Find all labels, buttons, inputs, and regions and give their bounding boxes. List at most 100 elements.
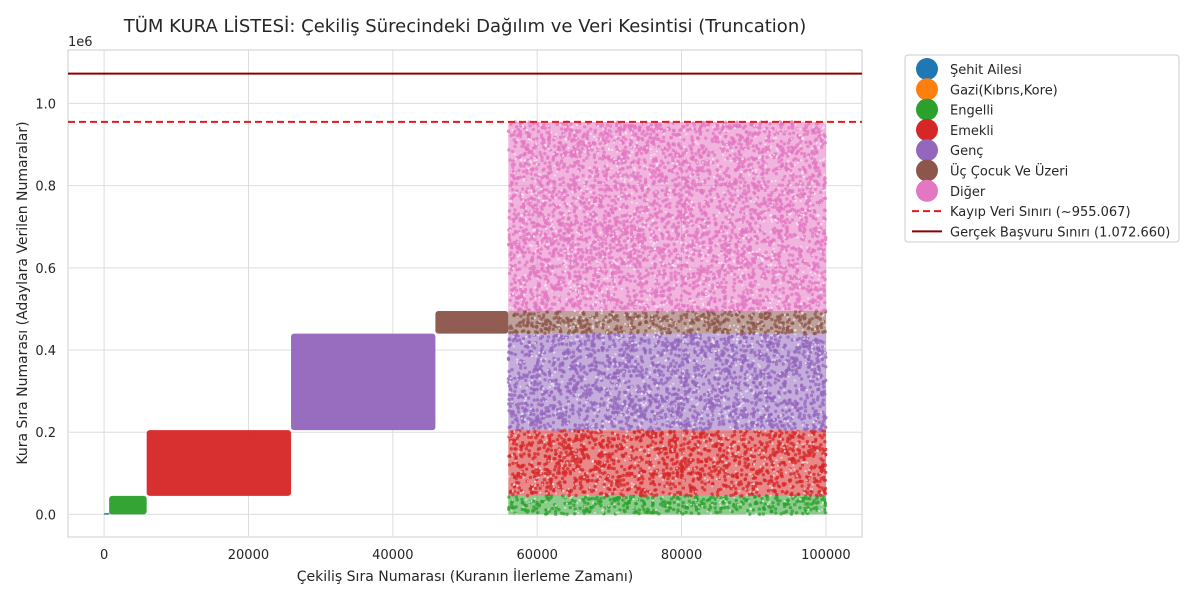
- data-point: [757, 418, 760, 421]
- data-point: [761, 358, 764, 361]
- data-point-gap: [759, 412, 761, 414]
- data-point-gap: [575, 456, 577, 458]
- data-point: [814, 332, 817, 335]
- data-point: [692, 428, 695, 431]
- data-point-gap: [523, 361, 525, 363]
- data-point-gap: [671, 448, 673, 450]
- data-point: [600, 388, 603, 391]
- data-point-gap: [755, 332, 757, 334]
- data-point: [590, 344, 593, 347]
- data-point: [576, 335, 579, 338]
- data-point: [807, 414, 810, 417]
- data-point: [619, 475, 622, 478]
- data-point: [717, 382, 720, 385]
- data-point-gap: [761, 378, 763, 380]
- data-point: [709, 400, 712, 403]
- data-point: [667, 328, 670, 331]
- data-point-gap: [737, 330, 739, 332]
- data-point-gap: [750, 375, 752, 377]
- data-point: [689, 340, 692, 343]
- data-point: [805, 475, 808, 478]
- data-point-gap: [614, 433, 616, 435]
- data-point-gap: [722, 434, 724, 436]
- data-point: [525, 467, 528, 470]
- data-point: [649, 482, 652, 485]
- data-point-gap: [807, 509, 809, 511]
- data-point-gap: [519, 386, 521, 388]
- data-point: [790, 330, 793, 333]
- data-point-gap: [751, 393, 753, 395]
- data-point: [511, 462, 514, 465]
- data-point: [817, 413, 820, 416]
- data-point: [758, 513, 761, 516]
- data-point-gap: [572, 449, 574, 451]
- data-point-gap: [666, 422, 668, 424]
- data-point: [716, 494, 719, 497]
- data-point: [791, 369, 794, 372]
- data-point: [794, 384, 797, 387]
- data-point: [622, 435, 625, 438]
- data-point: [565, 317, 568, 320]
- data-point-gap: [778, 396, 780, 398]
- data-point-gap: [698, 449, 700, 451]
- data-point: [743, 464, 746, 467]
- data-point: [584, 340, 587, 343]
- data-point: [725, 406, 728, 409]
- data-point-gap: [698, 416, 700, 418]
- data-point-gap: [695, 491, 697, 493]
- data-point: [546, 339, 549, 342]
- data-point-gap: [555, 492, 557, 494]
- data-point: [556, 482, 559, 485]
- data-point-gap: [762, 500, 764, 502]
- data-point: [681, 512, 684, 515]
- data-point: [649, 511, 652, 514]
- data-point: [685, 432, 688, 435]
- data-point: [706, 413, 709, 416]
- data-point: [752, 407, 755, 410]
- data-point: [749, 351, 752, 354]
- data-point-gap: [616, 374, 618, 376]
- data-point: [594, 443, 597, 446]
- data-point: [551, 363, 554, 366]
- data-point: [651, 410, 654, 413]
- data-point: [814, 312, 817, 315]
- data-point-gap: [695, 404, 697, 406]
- data-point-gap: [604, 451, 606, 453]
- data-point-gap: [564, 496, 566, 498]
- data-point: [766, 334, 769, 337]
- data-point: [783, 503, 786, 506]
- data-point: [750, 421, 753, 424]
- data-point: [543, 463, 546, 466]
- data-point: [587, 338, 590, 341]
- data-point: [623, 365, 626, 368]
- data-point-gap: [707, 404, 709, 406]
- data-point: [791, 435, 794, 438]
- data-point: [581, 437, 584, 440]
- data-point-gap: [705, 445, 707, 447]
- data-point: [723, 475, 726, 478]
- data-point-gap: [763, 463, 765, 465]
- data-point: [691, 414, 694, 417]
- data-point: [636, 329, 639, 332]
- data-point-gap: [716, 370, 718, 372]
- data-point: [672, 420, 675, 423]
- data-point-gap: [695, 499, 697, 501]
- data-point-gap: [523, 476, 525, 478]
- data-point: [764, 446, 767, 449]
- data-point-gap: [710, 414, 712, 416]
- data-point: [801, 353, 804, 356]
- data-point: [707, 456, 710, 459]
- data-point: [643, 397, 646, 400]
- data-point-gap: [595, 483, 597, 485]
- data-point: [586, 415, 589, 418]
- data-point-gap: [811, 434, 813, 436]
- data-point: [521, 330, 524, 333]
- data-point: [520, 446, 523, 449]
- data-point: [672, 482, 675, 485]
- data-point: [653, 489, 656, 492]
- data-point: [775, 403, 778, 406]
- data-point-gap: [549, 380, 551, 382]
- data-point-gap: [614, 490, 616, 492]
- data-point: [598, 470, 601, 473]
- data-point-gap: [601, 312, 603, 314]
